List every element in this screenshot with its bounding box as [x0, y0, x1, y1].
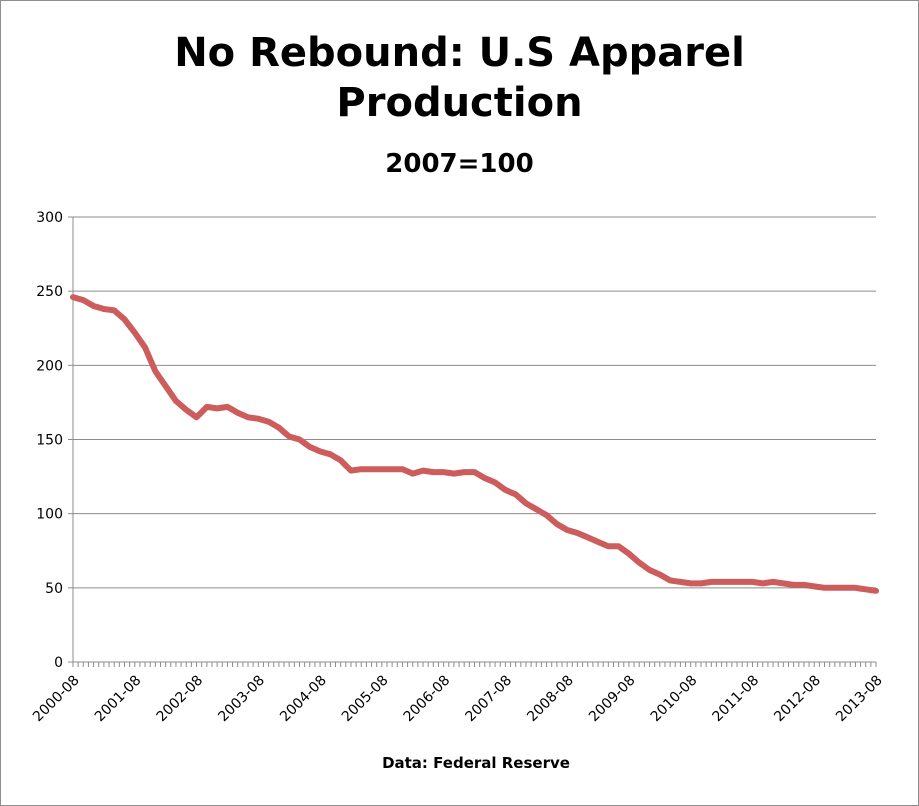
axes: [68, 216, 877, 667]
chart-title: No Rebound: U.S Apparel Production: [0, 28, 919, 128]
x-tick-label-2003-08: 2003-08: [215, 672, 268, 725]
x-tick-label-2001-08: 2001-08: [92, 672, 145, 725]
y-tick-label-0: 0: [54, 655, 63, 671]
x-tick-label-2009-08: 2009-08: [586, 672, 639, 725]
x-tick-label-2011-08: 2011-08: [710, 672, 763, 725]
y-tick-label-250: 250: [36, 284, 63, 300]
y-axis-tick-labels: 0 50 100 150 200 250 300: [36, 210, 63, 671]
y-tick-label-300: 300: [36, 210, 63, 226]
x-tick-label-2013-08: 2013-08: [833, 672, 886, 725]
x-tick-label-2002-08: 2002-08: [154, 672, 207, 725]
x-tick-label-2012-08: 2012-08: [771, 672, 824, 725]
data-source-note: Data: Federal Reserve: [382, 754, 570, 772]
x-tick-label-2000-08: 2000-08: [30, 672, 83, 725]
series-layer: [70, 294, 879, 594]
y-tick-label-150: 150: [36, 433, 63, 449]
x-tick-label-2008-08: 2008-08: [524, 672, 577, 725]
x-axis-tick-labels: 2000-08 2001-08 2002-08 2003-08 2004-08 2005-…: [30, 672, 886, 725]
x-tick-label-2010-08: 2010-08: [648, 672, 701, 725]
x-tick-label-2007-08: 2007-08: [462, 672, 515, 725]
chart-title-line-2: Production: [336, 80, 583, 126]
y-tick-label-200: 200: [36, 358, 63, 374]
chart-title-line-1: No Rebound: U.S Apparel: [174, 30, 745, 76]
gridlines: [73, 216, 876, 589]
chart-subtitle: 2007=100: [385, 149, 534, 179]
x-tick-label-2004-08: 2004-08: [277, 672, 330, 725]
x-tick-label-2006-08: 2006-08: [401, 672, 454, 725]
x-tick-label-2005-08: 2005-08: [339, 672, 392, 725]
y-tick-label-50: 50: [45, 581, 63, 597]
y-tick-label-100: 100: [36, 507, 63, 523]
series-line-0: [70, 294, 879, 594]
